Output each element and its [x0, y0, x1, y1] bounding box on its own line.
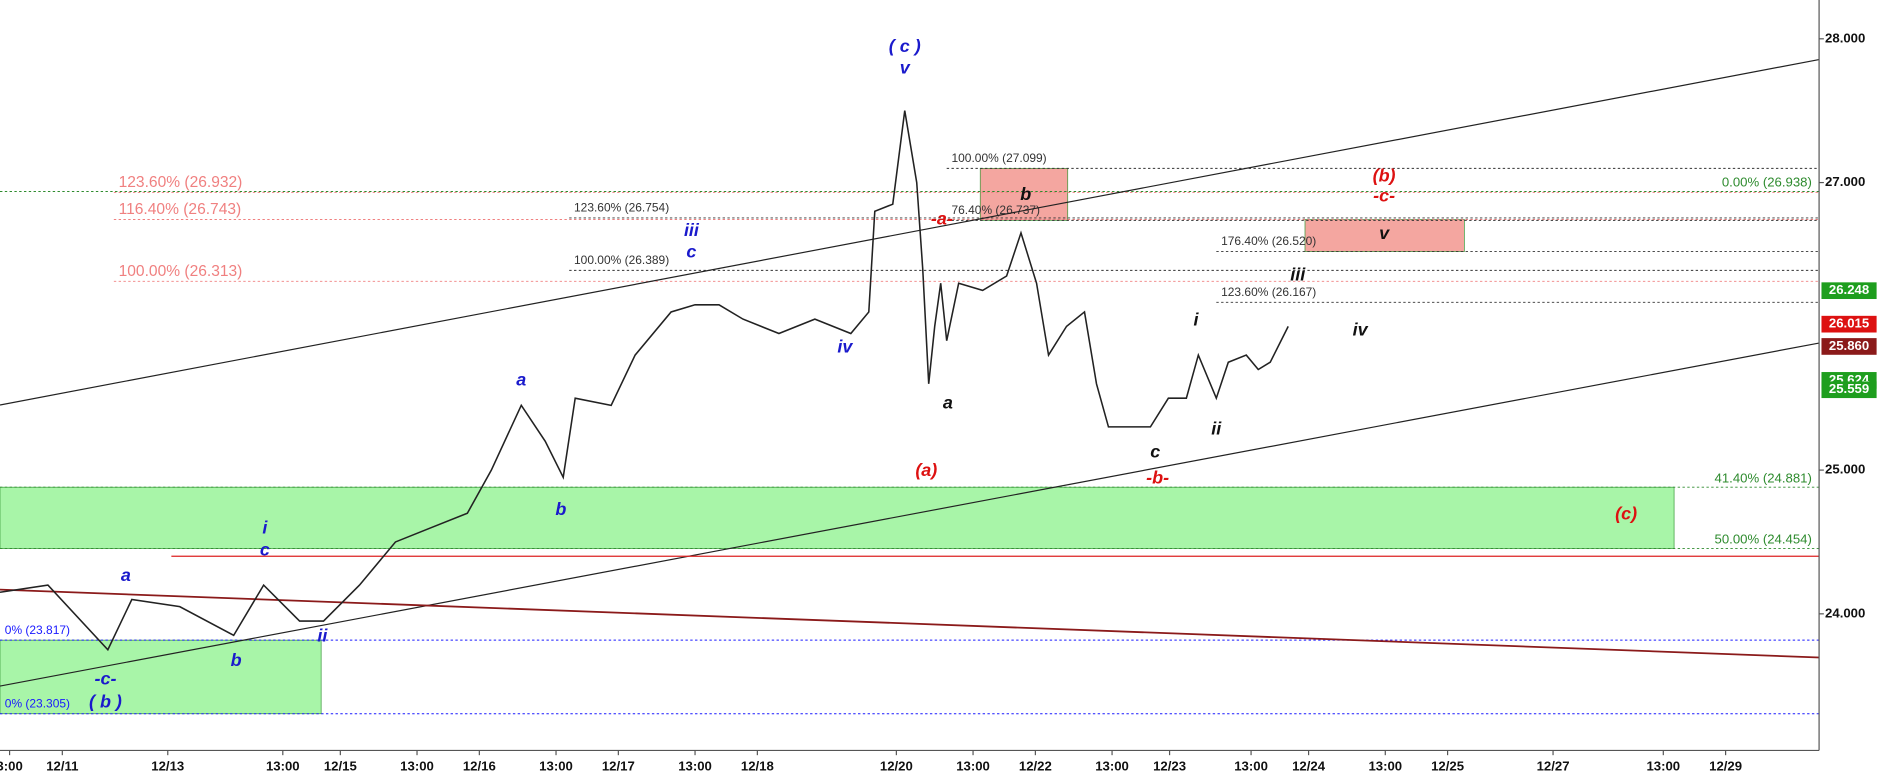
x-tick-label: 13:00: [678, 759, 712, 774]
trend-line: [0, 588, 1820, 659]
x-tick-label: 12/27: [1537, 759, 1570, 774]
fib-label: 41.40% (24.881): [1715, 470, 1812, 485]
price-line: [0, 110, 1289, 652]
fib-label: 0.00% (26.938): [1722, 175, 1812, 190]
wave-label: c: [260, 539, 270, 559]
wave-label: ii: [317, 626, 328, 646]
fib-label: 116.40% (26.743): [119, 201, 242, 218]
x-tick-label: 13:00: [1095, 759, 1129, 774]
price-tag: [1821, 381, 1877, 399]
wave-label: c: [686, 242, 696, 262]
x-tick-label: 13:00: [956, 759, 990, 774]
wave-label: i: [1193, 309, 1199, 329]
fib-label: 0% (23.305): [5, 696, 70, 710]
fib-label: 123.60% (26.754): [574, 201, 669, 215]
x-tick-label: 13:00: [266, 759, 300, 774]
wave-label: (c): [1615, 503, 1637, 523]
price-tag-label: 25.559: [1829, 381, 1869, 396]
wave-label: ( b ): [89, 692, 122, 712]
x-tick-label: 12/29: [1709, 759, 1742, 774]
y-tick-label: 25.000: [1825, 462, 1865, 477]
x-tick-label: 12/18: [741, 759, 774, 774]
wave-label: v: [900, 58, 911, 78]
x-tick-label: 3:00: [0, 759, 23, 774]
x-tick-label: 12/24: [1292, 759, 1326, 774]
wave-label: i: [262, 518, 268, 538]
trend-line: [0, 342, 1820, 687]
wave-label: c: [1150, 442, 1160, 462]
x-tick-label: 13:00: [400, 759, 434, 774]
fib-label: 100.00% (26.313): [119, 263, 243, 280]
x-tick-label: 12/25: [1431, 759, 1464, 774]
x-tick-label: 13:00: [1646, 759, 1680, 774]
y-tick-label: 24.000: [1825, 605, 1865, 620]
wave-label: ( c ): [889, 36, 921, 56]
wave-label: (a): [915, 460, 937, 480]
wave-label: -a-: [931, 209, 953, 229]
trend-line: [0, 58, 1820, 406]
wave-label: b: [231, 650, 242, 670]
wave-label: iv: [1353, 319, 1369, 339]
fib-label: 100.00% (27.099): [951, 151, 1046, 165]
x-tick-label: 12/20: [880, 759, 913, 774]
fib-label: 123.60% (26.167): [1221, 285, 1316, 299]
price-tag: [1821, 282, 1877, 300]
x-tick-label: 12/11: [46, 759, 78, 774]
price-tag-label: 26.015: [1829, 316, 1869, 331]
fib-label: 76.40% (26.737): [951, 203, 1040, 217]
zone: [0, 486, 1675, 549]
x-tick-label: 12/15: [324, 759, 357, 774]
wave-label: v: [1379, 223, 1390, 243]
wave-label: iv: [837, 337, 853, 357]
zone: [1304, 219, 1465, 252]
fib-label: 50.00% (24.454): [1715, 532, 1812, 547]
wave-label: b: [555, 499, 566, 519]
price-tag-label: 25.860: [1829, 338, 1869, 353]
x-tick-label: 12/17: [602, 759, 635, 774]
wave-label: b: [1020, 184, 1031, 204]
zone: [0, 639, 322, 715]
wave-label: iii: [1290, 265, 1306, 285]
y-tick-label: 28.000: [1825, 30, 1865, 45]
price-tag: [1821, 338, 1877, 355]
wave-label: (b): [1373, 166, 1396, 186]
x-tick-label: 12/22: [1019, 759, 1052, 774]
wave-label: -c-: [1373, 186, 1395, 206]
x-tick-label: 12/13: [151, 759, 184, 774]
wave-label: a: [516, 370, 526, 390]
price-tag: [1821, 315, 1877, 333]
wave-label: -c-: [94, 669, 116, 689]
wave-label: a: [943, 393, 953, 413]
wave-label: a: [121, 565, 131, 585]
fib-label: 0% (23.817): [5, 623, 70, 637]
fib-label: 100.00% (26.389): [574, 253, 669, 267]
wave-label: iii: [684, 220, 700, 240]
x-tick-label: 13:00: [1234, 759, 1268, 774]
wave-label: ii: [1211, 419, 1222, 439]
x-tick-label: 13:00: [539, 759, 573, 774]
price-tag-label: 26.248: [1829, 282, 1869, 297]
fib-label: 176.40% (26.520): [1221, 234, 1316, 248]
x-tick-label: 13:00: [1368, 759, 1402, 774]
fib-label: 123.60% (26.932): [119, 174, 243, 191]
wave-label: -b-: [1146, 467, 1169, 487]
x-tick-label: 12/23: [1153, 759, 1186, 774]
x-tick-label: 12/16: [463, 759, 496, 774]
y-tick-label: 27.000: [1825, 174, 1865, 189]
